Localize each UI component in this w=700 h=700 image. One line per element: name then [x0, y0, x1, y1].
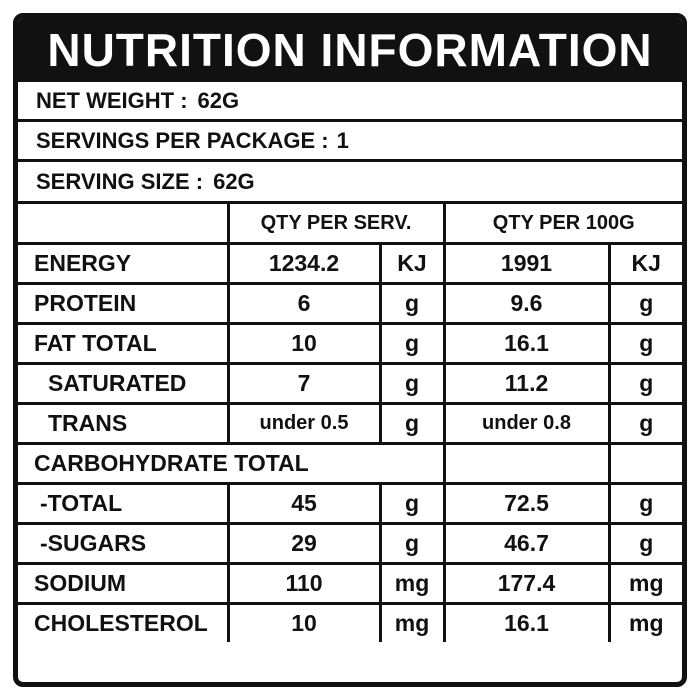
per-100g-value: 9.6 [442, 282, 611, 325]
per-100g-unit: g [607, 522, 682, 565]
nutrient-group-name: CARBOHYDRATE TOTAL [18, 442, 446, 485]
servings-row: SERVINGS PER PACKAGE : 1 [18, 122, 682, 162]
table-header-row: QTY PER SERV. QTY PER 100G [18, 204, 682, 245]
nutrient-name: -TOTAL [18, 482, 230, 525]
per-100g-value: 16.1 [442, 322, 611, 365]
servings-label: SERVINGS PER PACKAGE : [36, 127, 329, 153]
net-weight-row: NET WEIGHT : 62G [18, 82, 682, 122]
per-100g-value: 16.1 [442, 602, 611, 642]
nutrient-name: TRANS [18, 402, 230, 445]
per-100g-unit: KJ [607, 242, 682, 285]
per-100g-value: 11.2 [442, 362, 611, 405]
nutrient-name: SATURATED [18, 362, 230, 405]
serving-size-label: SERVING SIZE : [36, 168, 204, 194]
table-row: -TOTAL 45 g 72.5 g [18, 482, 682, 525]
per-serving-unit: g [378, 282, 446, 325]
per-serving-unit: g [378, 482, 446, 525]
per-100g-unit: g [607, 402, 682, 445]
per-serving-unit: mg [378, 602, 446, 642]
table-row: SODIUM 110 mg 177.4 mg [18, 562, 682, 605]
per-100g-unit: g [607, 282, 682, 325]
nutrient-name: ENERGY [18, 242, 230, 285]
net-weight-label: NET WEIGHT : [36, 87, 188, 113]
serving-size-value: 62G [213, 168, 255, 194]
per-100g-unit: mg [607, 562, 682, 605]
per-100g-value: 46.7 [442, 522, 611, 565]
per-100g-unit: g [607, 362, 682, 405]
table-row: TRANS under 0.5 g under 0.8 g [18, 402, 682, 445]
per-100g-unit: mg [607, 602, 682, 642]
servings-value: 1 [336, 127, 349, 153]
serving-size-row: SERVING SIZE : 62G [18, 162, 682, 204]
empty-cell [442, 442, 611, 485]
per-serving-value: 45 [226, 482, 382, 525]
nutrient-name: FAT TOTAL [18, 322, 230, 365]
per-serving-value: under 0.5 [226, 402, 382, 445]
per-serving-value: 29 [226, 522, 382, 565]
per-serving-value: 10 [226, 322, 382, 365]
per-100g-value: 1991 [442, 242, 611, 285]
nutrient-name: SODIUM [18, 562, 230, 605]
table-row: PROTEIN 6 g 9.6 g [18, 282, 682, 325]
table-row: ENERGY 1234.2 KJ 1991 KJ [18, 242, 682, 285]
per-100g-unit: g [607, 322, 682, 365]
header-per-serving: QTY PER SERV. [226, 204, 446, 245]
per-serving-unit: g [378, 522, 446, 565]
nutrient-name: CHOLESTEROL [18, 602, 230, 642]
header-blank-cell [18, 204, 230, 245]
table-row: SATURATED 7 g 11.2 g [18, 362, 682, 405]
empty-cell [607, 442, 682, 485]
nutrition-table: QTY PER SERV. QTY PER 100G ENERGY 1234.2… [18, 204, 682, 642]
table-row: CARBOHYDRATE TOTAL [18, 442, 682, 485]
per-serving-unit: g [378, 402, 446, 445]
per-serving-unit: g [378, 322, 446, 365]
nutrient-name: PROTEIN [18, 282, 230, 325]
per-100g-value: 177.4 [442, 562, 611, 605]
per-serving-value: 6 [226, 282, 382, 325]
per-serving-unit: mg [378, 562, 446, 605]
per-100g-value: 72.5 [442, 482, 611, 525]
panel-title: NUTRITION INFORMATION [18, 18, 682, 82]
per-serving-value: 110 [226, 562, 382, 605]
per-serving-value: 10 [226, 602, 382, 642]
per-serving-value: 1234.2 [226, 242, 382, 285]
per-serving-unit: KJ [378, 242, 446, 285]
header-per-100g: QTY PER 100G [442, 204, 682, 245]
nutrient-name: -SUGARS [18, 522, 230, 565]
nutrition-panel: NUTRITION INFORMATION NET WEIGHT : 62G S… [13, 13, 687, 687]
table-row: -SUGARS 29 g 46.7 g [18, 522, 682, 565]
table-row: CHOLESTEROL 10 mg 16.1 mg [18, 602, 682, 642]
per-100g-unit: g [607, 482, 682, 525]
per-serving-unit: g [378, 362, 446, 405]
net-weight-value: 62G [197, 87, 240, 113]
table-row: FAT TOTAL 10 g 16.1 g [18, 322, 682, 365]
per-serving-value: 7 [226, 362, 382, 405]
per-100g-value: under 0.8 [442, 402, 611, 445]
